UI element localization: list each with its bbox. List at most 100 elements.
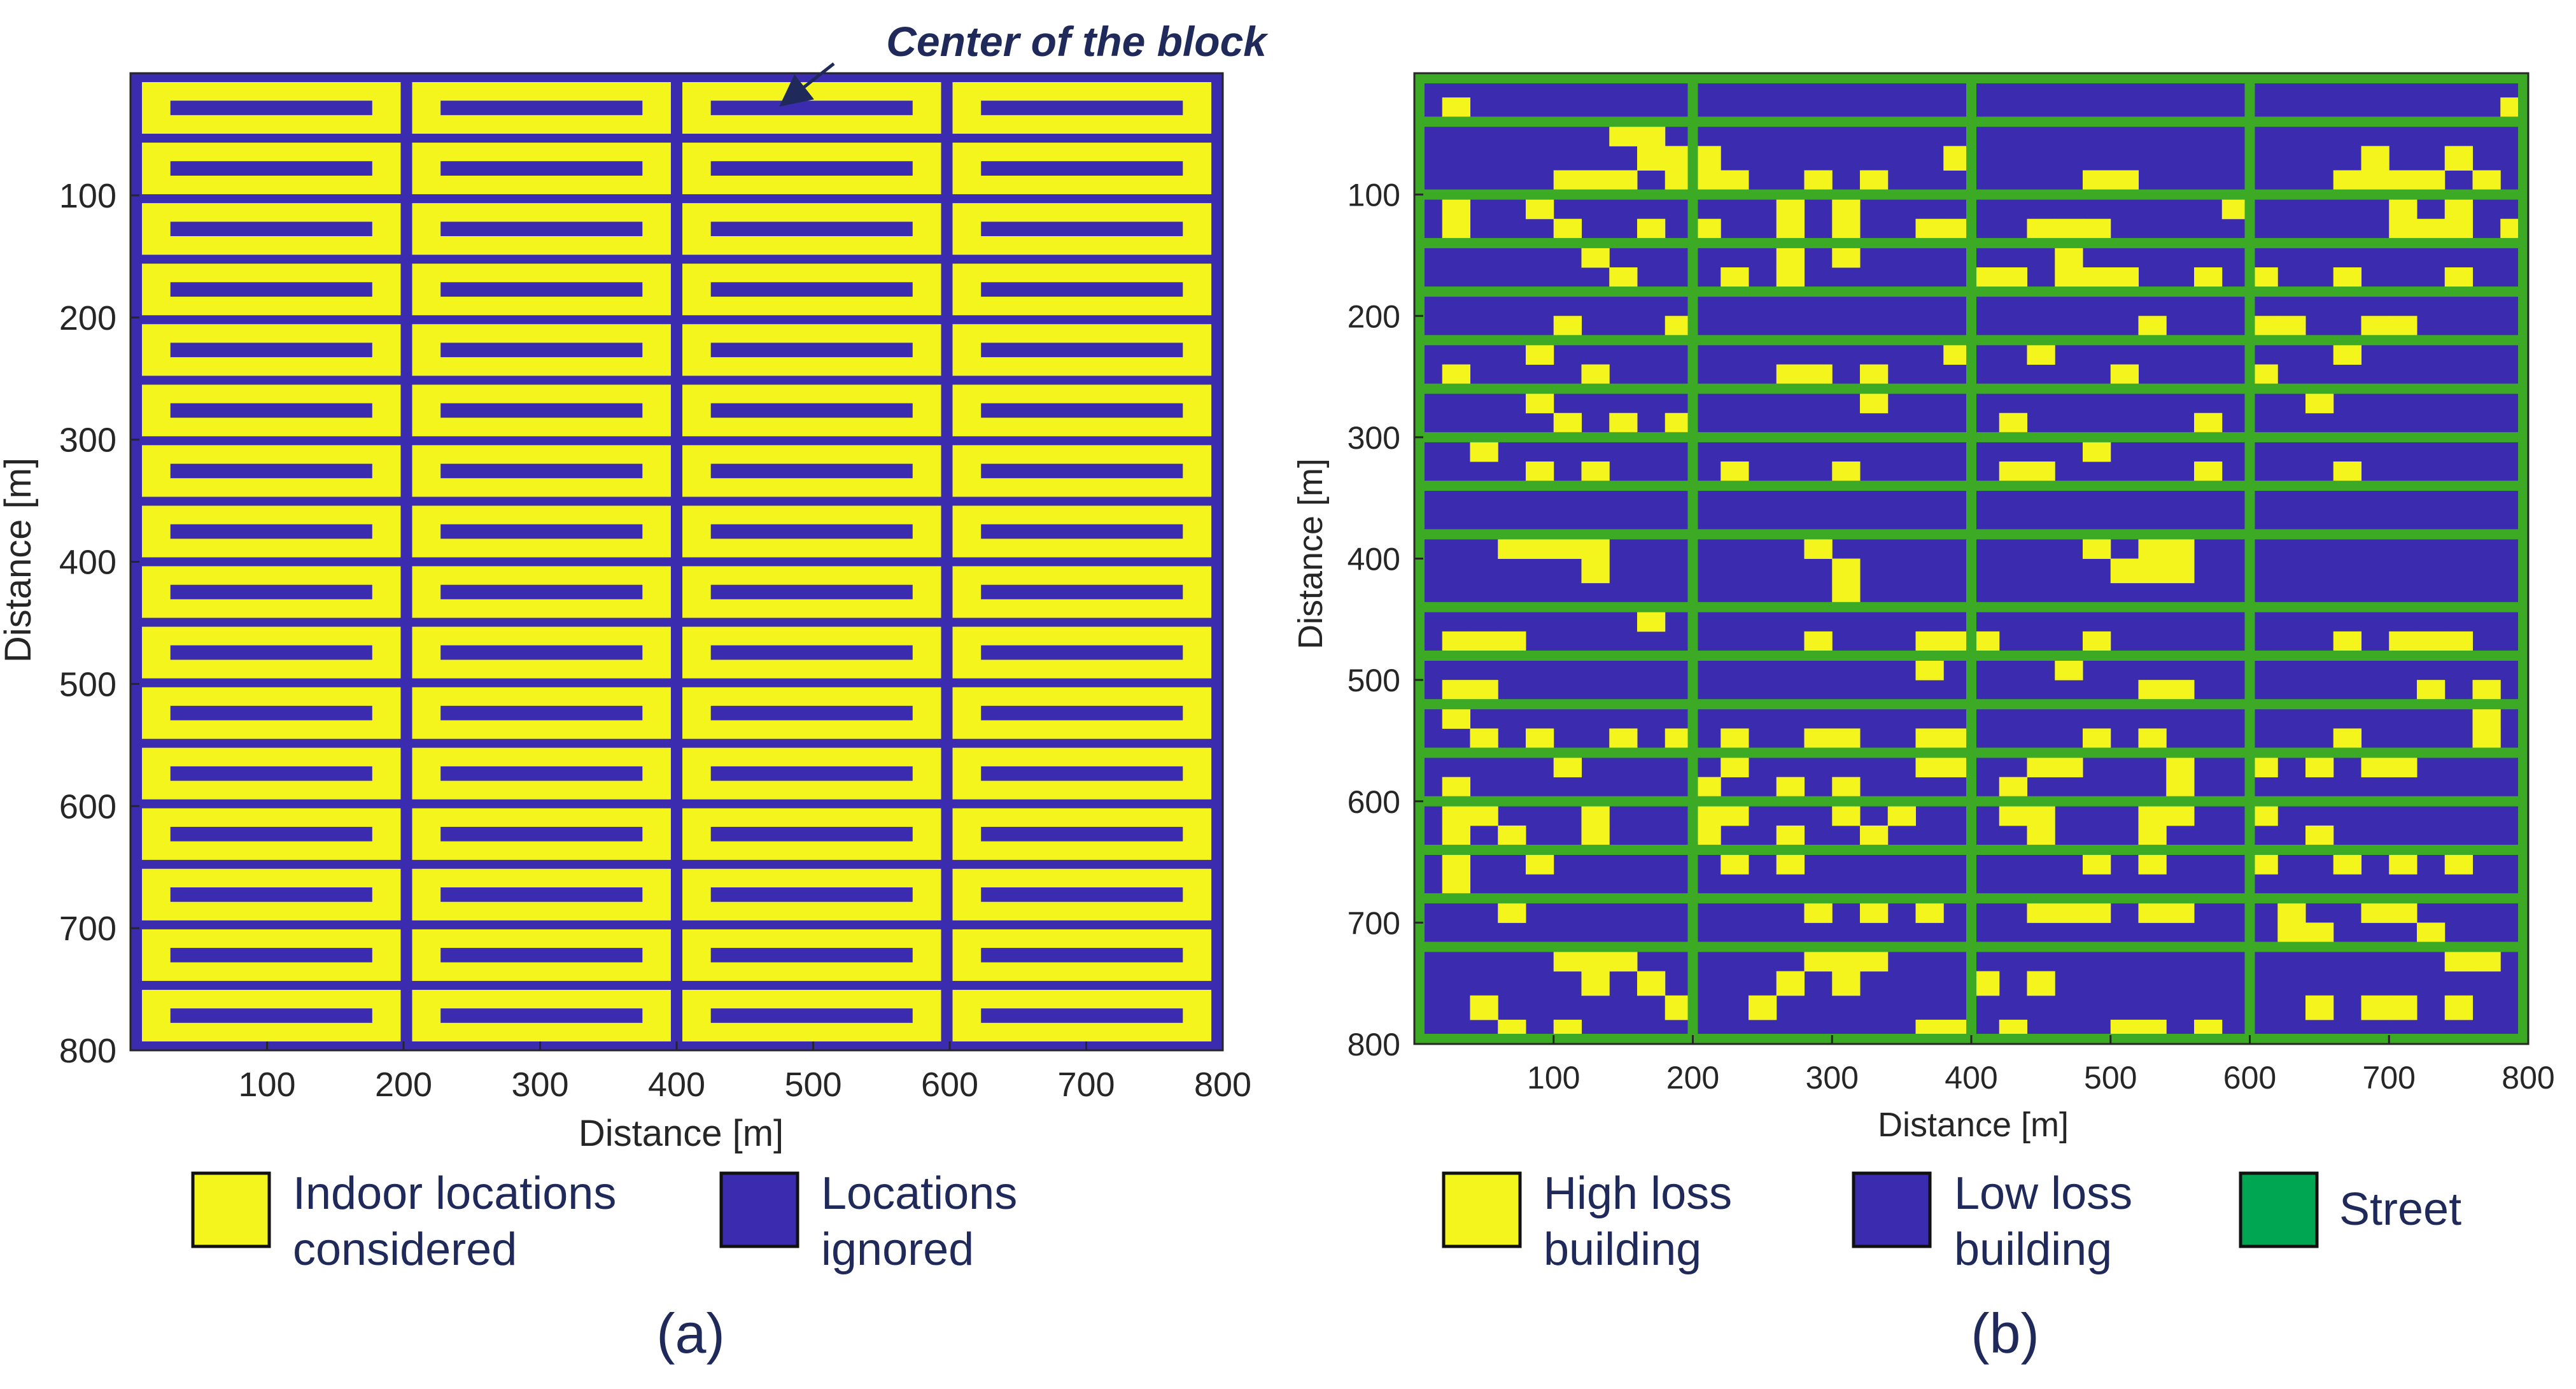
a-block-core bbox=[710, 705, 913, 721]
a-block-core bbox=[981, 826, 1183, 842]
legend-b-label-street: Street bbox=[2339, 1184, 2461, 1235]
a-block-core bbox=[440, 766, 643, 781]
a-block-core bbox=[710, 222, 913, 237]
legend-b-swatch-street bbox=[2239, 1171, 2319, 1248]
a-block-core bbox=[981, 887, 1183, 902]
b-street-horizontal bbox=[1414, 335, 2528, 346]
a-block-core bbox=[981, 342, 1183, 358]
y-axis-a-ticks: 100 200 300 400 500 600 700 800 bbox=[59, 177, 139, 1070]
b-xtick-label: 300 bbox=[1806, 1060, 1859, 1096]
a-block-core bbox=[981, 948, 1183, 962]
legend-a-label-indoor-1: Indoor locations bbox=[293, 1168, 616, 1219]
b-high-loss-cell bbox=[2389, 995, 2418, 1020]
b-ytick-label: 500 bbox=[1348, 663, 1400, 698]
b-ytick-label: 600 bbox=[1348, 784, 1400, 820]
a-block-core bbox=[440, 342, 643, 358]
b-high-loss-cell bbox=[2110, 558, 2139, 584]
b-street-horizontal bbox=[1414, 651, 2528, 661]
b-street-horizontal bbox=[1414, 529, 2528, 540]
b-high-loss-cell bbox=[1470, 995, 1498, 1020]
b-street-horizontal bbox=[1414, 941, 2528, 952]
b-street-horizontal bbox=[1414, 747, 2528, 758]
b-street-horizontal bbox=[1414, 116, 2528, 127]
legend-b-swatch-low-loss bbox=[1852, 1171, 1932, 1248]
b-high-loss-cell bbox=[1581, 558, 1610, 584]
b-street-horizontal bbox=[1414, 699, 2528, 710]
a-block-core bbox=[170, 342, 372, 358]
x-axis-a-label: Distance [m] bbox=[579, 1113, 784, 1154]
a-block-core bbox=[981, 463, 1183, 479]
a-ytick-label: 600 bbox=[59, 787, 116, 826]
a-block-core bbox=[170, 101, 372, 115]
a-block-core bbox=[710, 826, 913, 842]
a-block-core bbox=[170, 766, 372, 781]
a-block-core bbox=[170, 463, 372, 479]
b-high-loss-cell bbox=[2166, 558, 2195, 584]
y-axis-a-label: Distance [m] bbox=[0, 458, 39, 663]
a-block-core bbox=[440, 948, 643, 962]
b-xtick-label: 800 bbox=[2502, 1060, 2554, 1096]
b-xtick-label: 400 bbox=[1945, 1060, 1997, 1096]
b-high-loss-cell bbox=[2361, 146, 2389, 171]
a-block-core bbox=[981, 645, 1183, 660]
a-block-core bbox=[440, 282, 643, 297]
y-axis-b-label: Distance [m] bbox=[1292, 458, 1330, 649]
a-block-core bbox=[440, 826, 643, 842]
b-ytick-label: 100 bbox=[1348, 178, 1400, 213]
a-block-core bbox=[710, 645, 913, 660]
a-block-core bbox=[170, 403, 372, 418]
a-block-core bbox=[981, 705, 1183, 721]
a-block-core bbox=[170, 948, 372, 962]
b-street-horizontal bbox=[1414, 237, 2528, 248]
legend-b-swatch-high-loss bbox=[1442, 1171, 1522, 1248]
a-block-core bbox=[170, 524, 372, 539]
panel-b-label: (b) bbox=[1971, 1302, 2039, 1365]
b-high-loss-cell bbox=[1581, 971, 1610, 996]
b-high-loss-cell bbox=[2444, 995, 2473, 1020]
a-block-core bbox=[710, 403, 913, 418]
panel-a-label: (a) bbox=[656, 1302, 725, 1365]
b-high-loss-cell bbox=[2444, 146, 2473, 171]
b-street-horizontal bbox=[1414, 73, 2528, 83]
a-block-core bbox=[981, 101, 1183, 115]
b-xtick-label: 500 bbox=[2084, 1060, 2137, 1096]
a-ytick-label: 400 bbox=[59, 544, 116, 582]
b-high-loss-cell bbox=[2138, 558, 2167, 584]
b-xtick-label: 700 bbox=[2363, 1060, 2416, 1096]
x-axis-a-ticks: 100 200 300 400 500 600 700 800 bbox=[238, 1041, 1251, 1104]
a-block-core bbox=[440, 101, 643, 115]
a-block-core bbox=[981, 403, 1183, 418]
a-block-core bbox=[710, 161, 913, 176]
b-high-loss-cell bbox=[2361, 995, 2389, 1020]
a-xtick-label: 600 bbox=[921, 1066, 978, 1104]
a-block-core bbox=[170, 705, 372, 721]
b-high-loss-cell bbox=[2027, 971, 2055, 996]
a-block-core bbox=[710, 1008, 913, 1023]
a-block-core bbox=[981, 1008, 1183, 1023]
a-block-core bbox=[710, 342, 913, 358]
a-block-core bbox=[440, 584, 643, 600]
a-ytick-label: 700 bbox=[59, 910, 116, 948]
b-high-loss-cell bbox=[1832, 558, 1861, 584]
b-street-horizontal bbox=[1414, 481, 2528, 491]
a-xtick-label: 500 bbox=[784, 1066, 841, 1104]
heatmap-b bbox=[1414, 73, 2529, 1045]
a-block-core bbox=[710, 282, 913, 297]
a-xtick-label: 800 bbox=[1194, 1066, 1251, 1104]
legend-a-label-indoor-2: considered bbox=[293, 1224, 517, 1275]
a-block-core bbox=[710, 766, 913, 781]
a-block-core bbox=[981, 161, 1183, 176]
b-street-horizontal bbox=[1414, 286, 2528, 297]
a-xtick-label: 400 bbox=[648, 1066, 705, 1104]
b-ytick-label: 300 bbox=[1348, 420, 1400, 456]
annotation-arrow bbox=[779, 62, 835, 107]
a-block-core bbox=[170, 282, 372, 297]
a-block-core bbox=[710, 887, 913, 902]
a-block-core bbox=[981, 766, 1183, 781]
annotation-center-of-block: Center of the block bbox=[886, 18, 1269, 65]
a-ytick-label: 200 bbox=[59, 299, 116, 337]
x-axis-b-ticks: 100 200 300 400 500 600 700 800 bbox=[1527, 1035, 2555, 1096]
a-block-core bbox=[710, 524, 913, 539]
a-block-core bbox=[440, 1008, 643, 1023]
a-block-core bbox=[710, 584, 913, 600]
